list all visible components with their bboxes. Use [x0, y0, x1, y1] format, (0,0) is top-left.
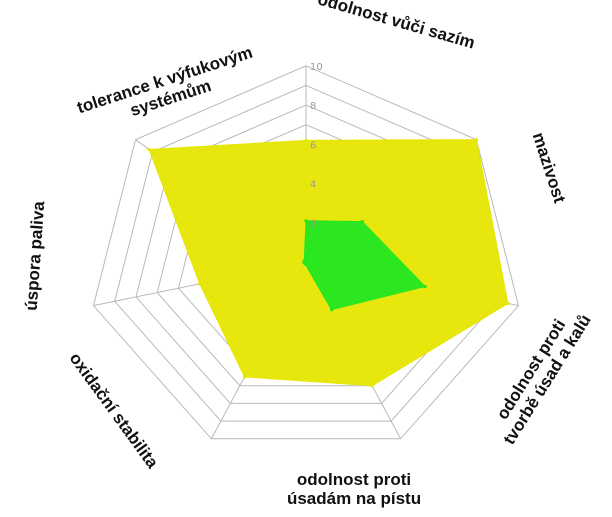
series-2-point	[304, 219, 308, 223]
series-1-point	[198, 282, 202, 286]
radial-tick-label: 4	[310, 180, 316, 191]
radial-tick-label: 8	[310, 101, 316, 112]
series-1-point	[304, 138, 308, 142]
radial-tick-label: 2	[310, 219, 316, 230]
series-1-point	[370, 384, 374, 388]
axis-label: úspora paliva	[22, 200, 49, 311]
radial-tick-labels: 2 4 6 8 10	[310, 62, 323, 230]
axis-label: úsadám na pístu	[287, 489, 421, 508]
axis-label: odolnost vůči sazím	[316, 0, 477, 53]
series-2-point	[423, 284, 427, 289]
grid-ring	[92, 65, 520, 440]
radial-tick-label: 6	[310, 140, 316, 151]
radial-tick-label: 10	[310, 62, 323, 73]
axis-label: mazivost	[529, 130, 570, 205]
series-2-point	[302, 259, 306, 263]
series-1-point	[147, 147, 151, 152]
series-layer	[147, 138, 510, 388]
axis-label: odolnost proti	[297, 470, 411, 489]
series-2-point	[329, 308, 334, 312]
series-1-point	[506, 301, 510, 306]
axis-label-group: odolnost vůči sazím	[316, 0, 477, 53]
series-1-point	[242, 375, 247, 379]
series-1-point	[474, 138, 479, 142]
axis-label-group: úspora paliva	[22, 200, 49, 311]
axis-label-group: mazivost	[529, 130, 570, 205]
series-2-point	[360, 220, 364, 224]
